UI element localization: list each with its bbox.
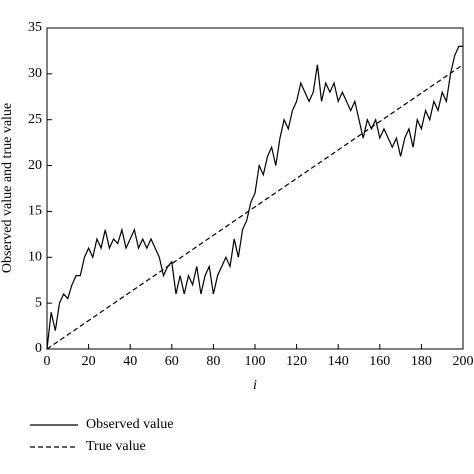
x-tick-label: 140 (328, 354, 349, 369)
legend-label: True value (86, 439, 146, 454)
x-tick-label: 180 (411, 354, 432, 369)
y-tick-label: 5 (35, 295, 42, 310)
y-tick-label: 30 (28, 66, 42, 81)
y-tick-label: 10 (28, 250, 42, 265)
y-tick-label: 15 (28, 204, 42, 219)
legend-label: Observed value (86, 417, 173, 432)
x-tick-label: 80 (206, 354, 220, 369)
x-axis-label: i (253, 378, 257, 393)
x-tick-label: 0 (44, 354, 51, 369)
y-axis-label: Observed value and true value (0, 103, 15, 273)
y-tick-label: 20 (28, 158, 42, 173)
x-tick-label: 120 (286, 354, 307, 369)
x-tick-label: 160 (369, 354, 390, 369)
y-tick-label: 35 (28, 20, 42, 35)
x-tick-label: 100 (245, 354, 266, 369)
series-line (46, 64, 464, 350)
plot-frame (46, 27, 464, 350)
y-tick-label: 25 (28, 112, 42, 127)
y-tick-label: 0 (35, 341, 42, 356)
series-line (46, 45, 463, 350)
x-tick-label: 40 (123, 354, 137, 369)
x-tick-label: 20 (82, 354, 96, 369)
x-tick-label: 60 (165, 354, 179, 369)
x-tick-label: 200 (453, 354, 474, 369)
